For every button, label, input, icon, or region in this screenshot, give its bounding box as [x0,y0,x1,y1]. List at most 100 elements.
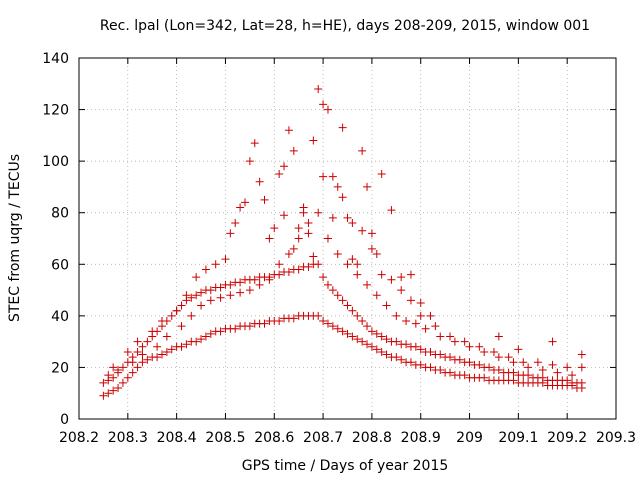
data-point [446,368,455,377]
data-point [406,270,415,279]
data-point [436,332,445,341]
data-point [162,347,171,356]
data-point [226,280,235,289]
data-point [426,347,435,356]
data-point [509,376,518,385]
data-point [226,291,235,300]
y-tick-label: 80 [51,206,69,222]
data-point [343,301,352,310]
data-point [348,332,357,341]
data-point [460,337,469,346]
data-point [304,219,313,228]
data-point [314,260,323,269]
data-point [319,100,328,109]
data-point [123,373,132,382]
grid-lines [79,58,616,419]
data-point [494,332,503,341]
data-point [231,219,240,228]
data-point [333,324,342,333]
data-point [431,322,440,331]
data-point [201,332,210,341]
data-point [548,337,557,346]
data-point [265,234,274,243]
x-tick-label: 208.8 [352,430,392,446]
data-point [348,219,357,228]
data-point [475,342,484,351]
data-point [221,255,230,264]
data-point [201,265,210,274]
data-point [392,337,401,346]
data-point [192,337,201,346]
data-point [392,311,401,320]
data-point [319,172,328,181]
data-point [524,371,533,380]
data-point [148,327,157,336]
data-point [211,260,220,269]
data-point [245,322,254,331]
data-point [250,275,259,284]
data-point [328,172,337,181]
data-point [514,345,523,354]
data-point [187,293,196,302]
data-point [377,170,386,179]
data-point [153,353,162,362]
x-tick-label: 209 [456,430,483,446]
data-point [367,244,376,253]
data-point [397,273,406,282]
data-point [343,213,352,222]
data-point [236,278,245,287]
data-point [275,270,284,279]
data-point [260,195,269,204]
data-point [411,319,420,328]
data-point [455,355,464,364]
data-point [416,298,425,307]
data-point [216,283,225,292]
data-point [231,324,240,333]
data-point [343,329,352,338]
data-point [387,275,396,284]
x-tick-label: 208.2 [59,430,99,446]
data-point [348,306,357,315]
data-point [504,353,513,362]
data-point [280,211,289,220]
data-point [304,262,313,271]
data-point [450,337,459,346]
data-point [460,371,469,380]
data-point [533,358,542,367]
data-point [509,358,518,367]
data-point [260,319,269,328]
data-point [284,126,293,135]
data-point [577,363,586,372]
data-point [358,317,367,326]
data-point [372,345,381,354]
data-point [397,286,406,295]
data-point [275,260,284,269]
data-point [226,229,235,238]
data-point [99,378,108,387]
data-point [304,229,313,238]
data-point [143,355,152,364]
data-point [367,229,376,238]
data-point [524,363,533,372]
data-point [372,291,381,300]
data-point [255,280,264,289]
data-point [128,368,137,377]
data-point [436,350,445,359]
data-point [402,340,411,349]
data-point [338,296,347,305]
data-point [568,371,577,380]
data-point [177,322,186,331]
data-point [485,363,494,372]
data-point [538,366,547,375]
data-point [99,391,108,400]
data-point [157,350,166,359]
data-point [284,268,293,277]
data-point [289,314,298,323]
data-point [328,213,337,222]
data-point [367,342,376,351]
data-point [206,286,215,295]
data-point [138,358,147,367]
data-point [353,335,362,344]
data-point [406,296,415,305]
data-point [289,244,298,253]
